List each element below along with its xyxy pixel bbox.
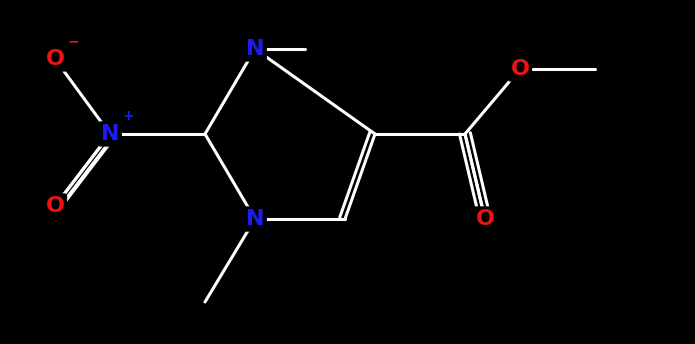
Text: N: N (246, 39, 264, 59)
Text: +: + (122, 109, 134, 123)
Text: N: N (101, 124, 120, 144)
Text: O: O (45, 196, 65, 216)
Text: O: O (45, 49, 65, 69)
Text: N: N (246, 209, 264, 229)
Text: −: − (67, 34, 79, 48)
Text: O: O (475, 209, 495, 229)
Text: O: O (511, 59, 530, 79)
